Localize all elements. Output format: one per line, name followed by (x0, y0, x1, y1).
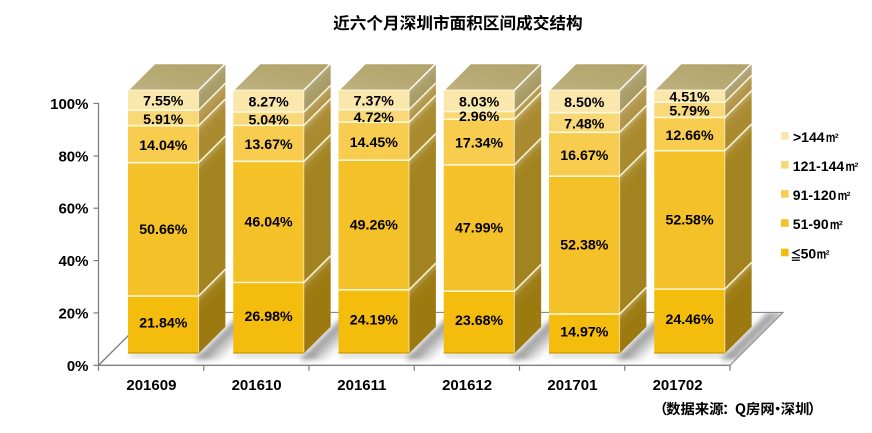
svg-text:23.68%: 23.68% (455, 313, 504, 329)
svg-text:91-120: 91-120 (793, 187, 837, 203)
svg-text:24.19%: 24.19% (350, 313, 399, 329)
svg-text:201610: 201610 (232, 377, 282, 394)
svg-text:12.66%: 12.66% (665, 128, 714, 144)
svg-text:26.98%: 26.98% (245, 309, 294, 325)
svg-text:52.38%: 52.38% (560, 238, 609, 254)
svg-text:121-144: 121-144 (793, 158, 845, 174)
svg-text:80%: 80% (58, 148, 88, 165)
svg-text:49.26%: 49.26% (350, 218, 399, 234)
svg-text:2.96%: 2.96% (459, 109, 500, 125)
svg-text:8.27%: 8.27% (248, 95, 289, 111)
svg-text:4.51%: 4.51% (669, 90, 710, 106)
svg-text:47.99%: 47.99% (455, 221, 504, 237)
svg-text:52.58%: 52.58% (665, 212, 714, 228)
svg-text:51-90: 51-90 (793, 216, 829, 232)
svg-text:24.46%: 24.46% (665, 312, 714, 328)
svg-text:201612: 201612 (442, 377, 492, 394)
svg-text:8.03%: 8.03% (459, 94, 500, 110)
svg-text:14.04%: 14.04% (139, 138, 188, 154)
svg-text:>144: >144 (793, 129, 825, 145)
svg-text:5.79%: 5.79% (669, 104, 710, 120)
svg-text:201701: 201701 (547, 377, 597, 394)
svg-text:201702: 201702 (653, 377, 703, 394)
svg-text:201609: 201609 (126, 377, 176, 394)
svg-text:46.04%: 46.04% (245, 214, 294, 230)
svg-text:7.48%: 7.48% (564, 116, 605, 132)
svg-text:5.91%: 5.91% (143, 112, 184, 128)
svg-text:17.34%: 17.34% (455, 136, 504, 152)
svg-text:5.04%: 5.04% (248, 113, 289, 129)
svg-text:50.66%: 50.66% (139, 222, 188, 238)
svg-text:14.97%: 14.97% (560, 325, 609, 341)
svg-text:50: 50 (801, 246, 817, 262)
svg-text:21.84%: 21.84% (139, 316, 188, 332)
svg-text:4.72%: 4.72% (354, 110, 395, 126)
svg-text:60%: 60% (58, 201, 88, 218)
svg-text:16.67%: 16.67% (560, 148, 609, 164)
svg-text:100%: 100% (50, 96, 88, 113)
svg-text:20%: 20% (58, 305, 88, 322)
svg-text:40%: 40% (58, 253, 88, 270)
svg-text:13.67%: 13.67% (245, 137, 294, 153)
svg-text:8.50%: 8.50% (564, 95, 605, 111)
svg-text:201611: 201611 (337, 377, 386, 394)
svg-text:14.45%: 14.45% (350, 135, 399, 151)
svg-text:7.55%: 7.55% (143, 94, 184, 110)
svg-text:7.37%: 7.37% (354, 94, 395, 110)
svg-text:0%: 0% (67, 358, 89, 375)
